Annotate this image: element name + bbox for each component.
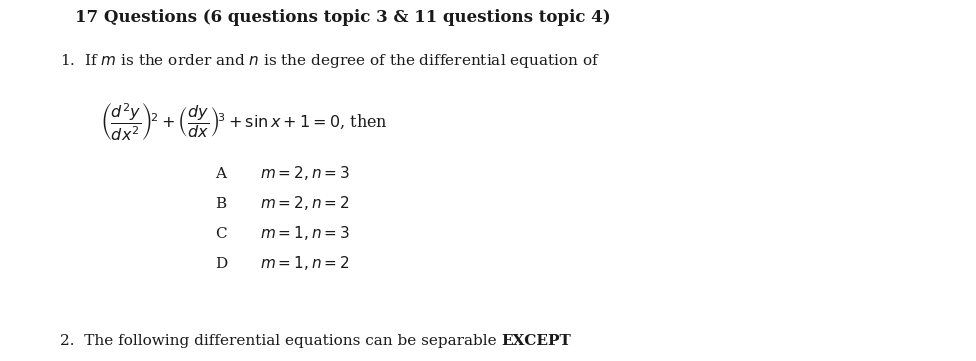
Text: B: B [215, 197, 226, 211]
Text: EXCEPT: EXCEPT [502, 334, 571, 348]
Text: 1.  If $m$ is the order and $n$ is the degree of the differential equation of: 1. If $m$ is the order and $n$ is the de… [60, 52, 600, 70]
Text: $m=1,n=2$: $m=1,n=2$ [260, 254, 349, 272]
Text: $m=1,n=3$: $m=1,n=3$ [260, 224, 350, 242]
Text: $m=2,n=2$: $m=2,n=2$ [260, 194, 349, 212]
Text: $m=2,n=3$: $m=2,n=3$ [260, 164, 350, 182]
Text: D: D [215, 257, 227, 271]
Text: 2.  The following differential equations can be separable: 2. The following differential equations … [60, 334, 502, 348]
Text: A: A [215, 167, 226, 181]
Text: $\left(\dfrac{d^2y}{dx^2}\right)^{\!2}+\left(\dfrac{dy}{dx}\right)^{\!3}+\sin x+: $\left(\dfrac{d^2y}{dx^2}\right)^{\!2}+\… [100, 101, 387, 143]
Text: 17 Questions (6 questions topic 3 & 11 questions topic 4): 17 Questions (6 questions topic 3 & 11 q… [75, 9, 611, 26]
Text: C: C [215, 227, 226, 241]
